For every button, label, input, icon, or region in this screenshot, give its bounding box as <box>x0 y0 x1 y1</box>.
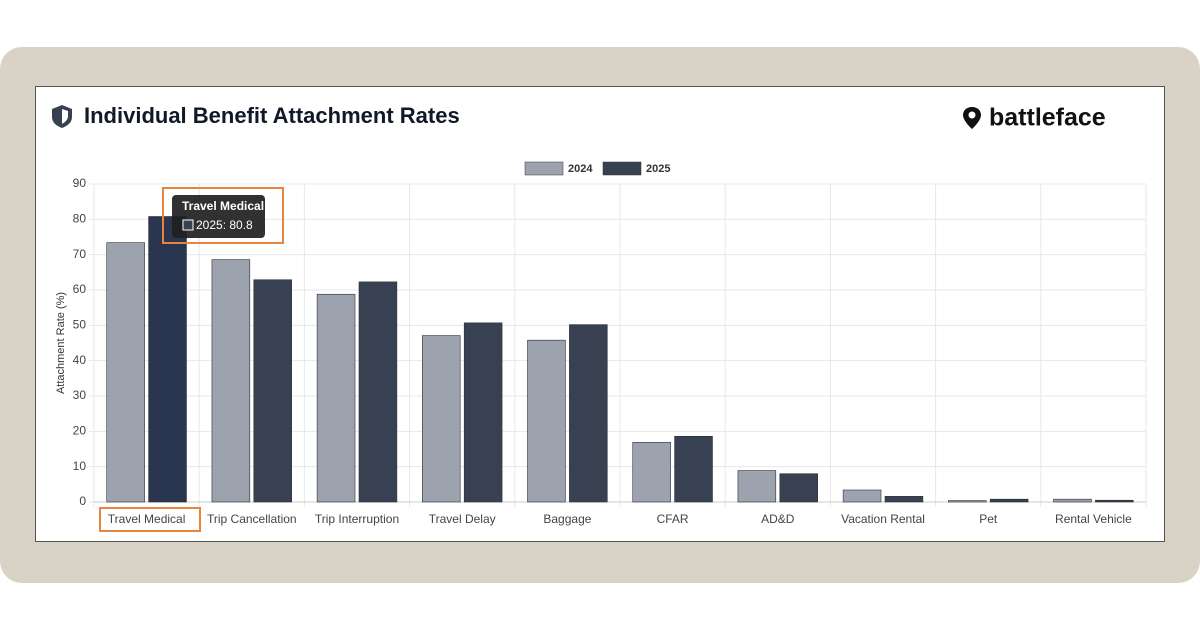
bar <box>148 216 187 503</box>
y-tick-label: 60 <box>73 282 87 296</box>
tooltip-swatch <box>182 219 194 231</box>
y-tick-label: 80 <box>73 212 87 226</box>
bar <box>358 281 398 503</box>
bar <box>948 500 987 503</box>
bar <box>884 496 924 503</box>
legend-label: 2024 <box>568 163 593 175</box>
bar <box>422 335 461 503</box>
x-tick-label: Travel Delay <box>429 512 496 526</box>
page-title: Individual Benefit Attachment Rates <box>84 103 460 128</box>
bar <box>779 473 818 503</box>
highlight-box <box>162 187 284 244</box>
bar <box>211 259 251 503</box>
tooltip <box>172 195 265 238</box>
legend-swatch <box>524 161 564 176</box>
y-tick-label: 40 <box>73 353 87 367</box>
bar <box>674 435 713 503</box>
tooltip-label: 2025: 80.8 <box>196 218 253 232</box>
tooltip-title: Travel Medical <box>182 199 264 213</box>
x-tick-label: Travel Medical <box>108 512 186 526</box>
x-tick-label: AD&D <box>761 512 795 526</box>
bar <box>632 441 671 503</box>
bar <box>106 242 145 503</box>
legend-label: 2025 <box>646 163 670 175</box>
brand-icon <box>963 107 981 129</box>
bar <box>842 489 882 503</box>
y-tick-label: 20 <box>73 424 87 438</box>
bar <box>737 470 777 503</box>
bar <box>463 322 503 503</box>
x-tick-label: Rental Vehicle <box>1055 512 1132 526</box>
y-tick-label: 30 <box>73 388 87 402</box>
bar <box>316 293 356 503</box>
y-tick-label: 50 <box>73 318 87 332</box>
bar <box>989 498 1029 503</box>
x-tick-label: Baggage <box>543 512 591 526</box>
bar <box>527 339 566 503</box>
legend-swatch <box>602 161 642 176</box>
x-tick-label: Trip Interruption <box>315 512 399 526</box>
bar <box>569 324 608 503</box>
brand-logo: battleface <box>989 104 1106 132</box>
bar <box>1095 499 1134 503</box>
highlight-box <box>99 507 201 532</box>
y-tick-label: 90 <box>73 176 87 190</box>
x-tick-label: CFAR <box>657 512 689 526</box>
x-tick-label: Vacation Rental <box>841 512 925 526</box>
x-tick-label: Trip Cancellation <box>207 512 297 526</box>
y-axis-label: Attachment Rate (%) <box>55 292 67 394</box>
x-tick-label: Pet <box>979 512 998 526</box>
bar <box>1053 498 1092 503</box>
shield-icon <box>52 105 72 128</box>
y-tick-label: 10 <box>73 459 87 473</box>
bar <box>253 279 292 503</box>
y-tick-label: 0 <box>79 494 86 508</box>
y-tick-label: 70 <box>73 247 87 261</box>
